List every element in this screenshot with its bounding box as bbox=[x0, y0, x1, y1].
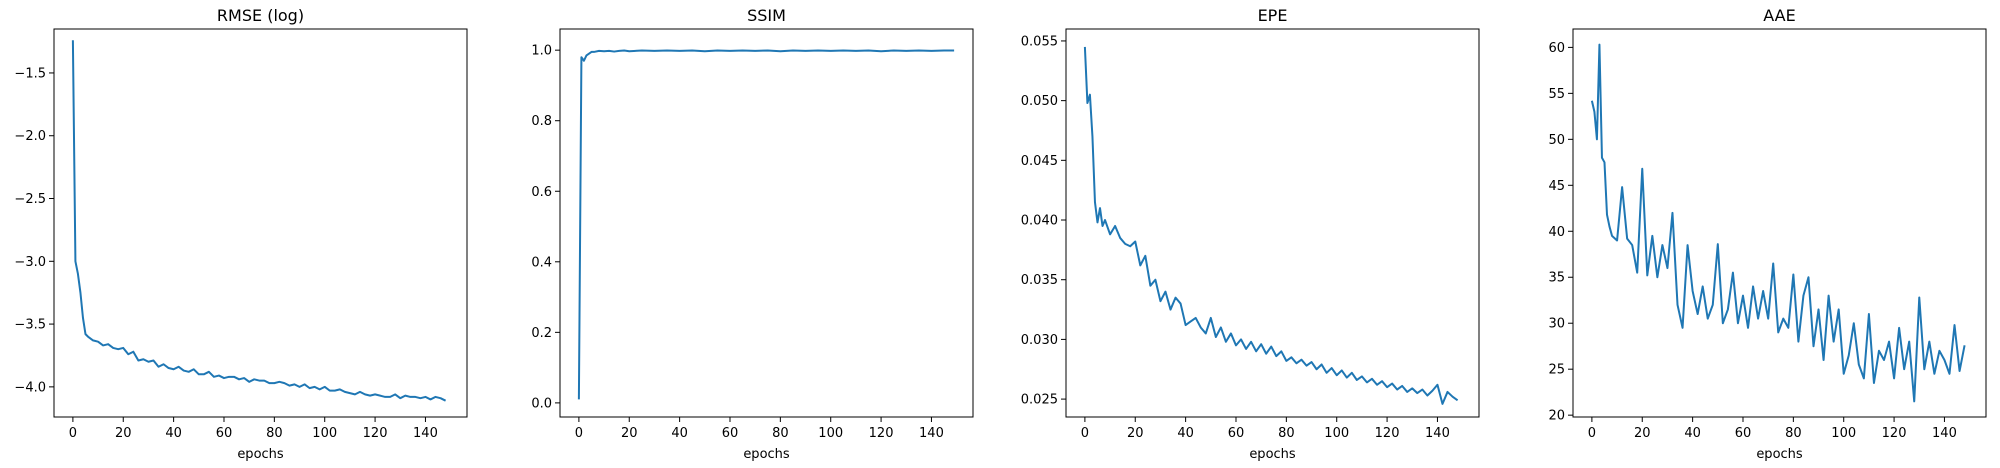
x-tick-label: 0 bbox=[69, 426, 77, 441]
subplot-epe: EPE 0 20 40 60 80 100 120 140 0.025 0.030 0.035 0.04… bbox=[1021, 6, 1480, 462]
x-tick-label: 80 bbox=[1785, 426, 1802, 441]
y-tick-label: 0.4 bbox=[531, 255, 552, 270]
x-axis-label: epochs bbox=[1756, 447, 1803, 462]
x-tick-label: 140 bbox=[919, 426, 944, 441]
axes-frame bbox=[1572, 28, 1987, 418]
y-tick-label: 0.035 bbox=[1021, 273, 1058, 288]
y-tick-label: −3.5 bbox=[14, 318, 46, 333]
y-tick-label: 55 bbox=[1548, 87, 1565, 102]
x-axis-label: epochs bbox=[1249, 447, 1296, 462]
axes-frame bbox=[1065, 28, 1480, 418]
x-tick-label: 20 bbox=[115, 426, 132, 441]
x-tick-label: 20 bbox=[621, 426, 638, 441]
x-tick-label: 80 bbox=[772, 426, 789, 441]
x-tick-label: 40 bbox=[1684, 426, 1701, 441]
x-tick-label: 120 bbox=[1375, 426, 1400, 441]
y-tick-label: 1.0 bbox=[531, 44, 552, 59]
axes-frame bbox=[559, 28, 974, 418]
subplot-aae: AAE 0 20 40 60 80 100 120 140 20 25 30 35 40 45 50 55 60 e… bbox=[1548, 6, 1987, 462]
x-tick-label: 20 bbox=[1127, 426, 1144, 441]
x-tick-label: 0 bbox=[1588, 426, 1596, 441]
y-tick-label: 0.040 bbox=[1021, 214, 1058, 229]
y-tick-label: −2.0 bbox=[14, 129, 46, 144]
series-line bbox=[1083, 46, 1459, 405]
series-line bbox=[1590, 43, 1966, 403]
x-tick-label: 60 bbox=[216, 426, 233, 441]
y-tick-label: 0.2 bbox=[531, 326, 552, 341]
y-tick-label: 30 bbox=[1548, 317, 1565, 332]
x-tick-label: 140 bbox=[1932, 426, 1957, 441]
axes-frame bbox=[53, 28, 468, 418]
y-tick-label: 50 bbox=[1548, 133, 1565, 148]
x-tick-label: 100 bbox=[1831, 426, 1856, 441]
x-axis-label: epochs bbox=[237, 447, 284, 462]
y-tick-label: 0.6 bbox=[531, 185, 552, 200]
subplot-ssim: SSIM 0 20 40 60 80 100 120 140 0.0 0.2 0.4 0.6 0.8 1.0… bbox=[531, 6, 974, 462]
series-line bbox=[577, 49, 955, 400]
x-tick-label: 40 bbox=[165, 426, 182, 441]
y-tick-label: 0.050 bbox=[1021, 94, 1058, 109]
x-tick-label: 60 bbox=[1735, 426, 1752, 441]
x-tick-label: 100 bbox=[818, 426, 843, 441]
x-tick-label: 120 bbox=[869, 426, 894, 441]
y-tick-label: 35 bbox=[1548, 271, 1565, 286]
plot-title: RMSE (log) bbox=[217, 6, 304, 25]
x-tick-label: 60 bbox=[1228, 426, 1245, 441]
x-tick-label: 80 bbox=[266, 426, 283, 441]
plot-title: EPE bbox=[1258, 6, 1288, 25]
y-tick-label: 45 bbox=[1548, 179, 1565, 194]
y-tick-label: −3.0 bbox=[14, 255, 46, 270]
y-tick-label: −4.0 bbox=[14, 380, 46, 395]
x-tick-label: 0 bbox=[575, 426, 583, 441]
x-tick-label: 100 bbox=[312, 426, 337, 441]
y-tick-label: 0.030 bbox=[1021, 333, 1058, 348]
y-tick-label: 25 bbox=[1548, 363, 1565, 378]
x-tick-label: 40 bbox=[671, 426, 688, 441]
y-tick-label: 0.045 bbox=[1021, 154, 1058, 169]
x-tick-label: 140 bbox=[413, 426, 438, 441]
y-tick-label: 20 bbox=[1548, 409, 1565, 424]
x-tick-label: 0 bbox=[1081, 426, 1089, 441]
y-tick-label: 0.055 bbox=[1021, 34, 1058, 49]
x-tick-label: 100 bbox=[1324, 426, 1349, 441]
y-tick-label: 0.0 bbox=[531, 396, 552, 411]
y-tick-label: 0.8 bbox=[531, 114, 552, 129]
y-tick-label: 60 bbox=[1548, 41, 1565, 56]
x-tick-label: 120 bbox=[1882, 426, 1907, 441]
y-tick-label: 0.025 bbox=[1021, 393, 1058, 408]
x-tick-label: 60 bbox=[722, 426, 739, 441]
x-tick-label: 140 bbox=[1425, 426, 1450, 441]
y-tick-label: 40 bbox=[1548, 225, 1565, 240]
x-axis-label: epochs bbox=[743, 447, 790, 462]
series-line bbox=[71, 40, 447, 402]
x-tick-label: 120 bbox=[363, 426, 388, 441]
x-tick-label: 40 bbox=[1177, 426, 1194, 441]
x-tick-label: 20 bbox=[1634, 426, 1651, 441]
plot-title: SSIM bbox=[747, 6, 786, 25]
x-tick-label: 80 bbox=[1278, 426, 1295, 441]
y-tick-label: −1.5 bbox=[14, 66, 46, 81]
y-tick-label: −2.5 bbox=[14, 192, 46, 207]
plot-title: AAE bbox=[1763, 6, 1795, 25]
subplot-rmse-log: RMSE (log) 0 20 40 60 80 100 120 140 −4.0 −3.5 −3.0… bbox=[14, 6, 468, 462]
